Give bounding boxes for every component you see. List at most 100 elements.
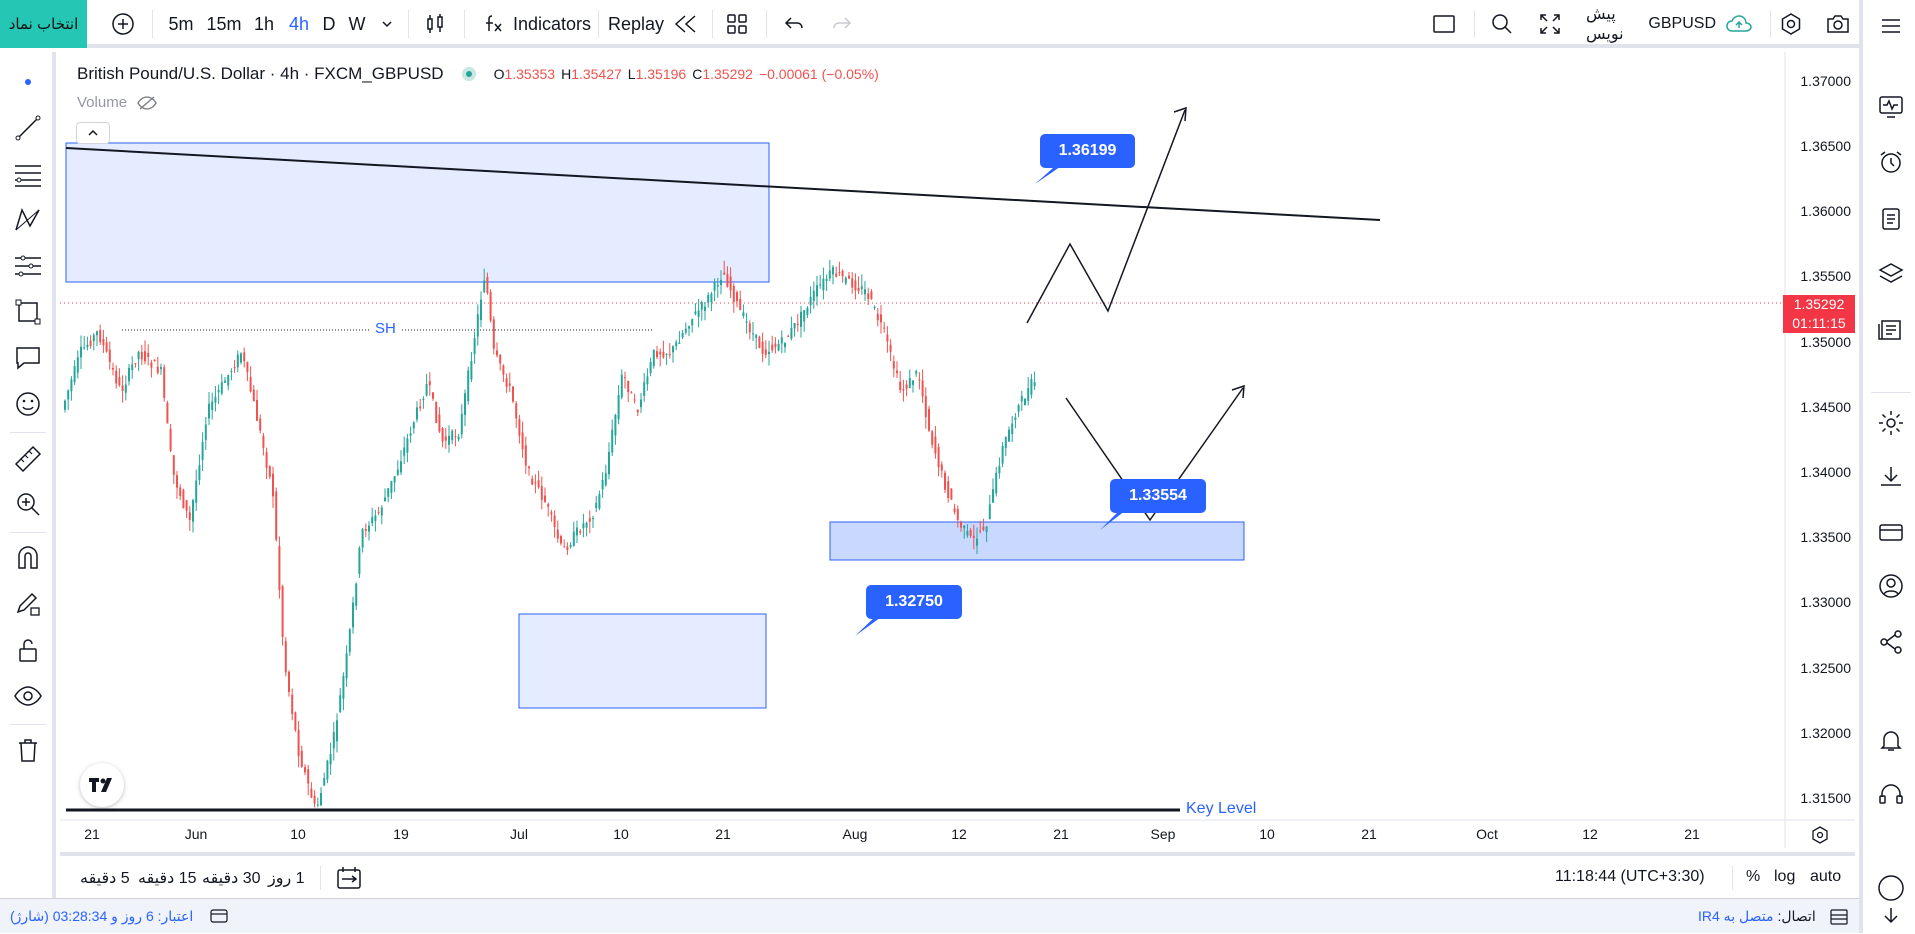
- candle-body: [70, 379, 73, 392]
- chart-type-button[interactable]: [420, 10, 450, 38]
- settings-widget-button[interactable]: [1873, 405, 1909, 441]
- icons-tool[interactable]: [8, 386, 48, 422]
- go-to-date-button[interactable]: [336, 866, 362, 895]
- menu-button[interactable]: [1873, 8, 1909, 44]
- object-tree-button[interactable]: [1873, 256, 1909, 292]
- remove-drawings-tool[interactable]: [8, 732, 48, 768]
- price-tick: 1.36000: [1800, 203, 1851, 219]
- cloud-save-button[interactable]: [1722, 10, 1756, 38]
- share-button[interactable]: [1873, 624, 1909, 660]
- candle-body: [144, 351, 146, 362]
- interval-5m[interactable]: 5m: [168, 13, 194, 34]
- interval-w[interactable]: W: [348, 13, 366, 34]
- magnet-tool[interactable]: [8, 540, 48, 576]
- candle-body: [864, 289, 866, 295]
- candle-body: [89, 340, 92, 346]
- percent-scale-toggle[interactable]: %: [1746, 868, 1761, 885]
- interval-dropdown[interactable]: [378, 10, 396, 38]
- candle-body: [908, 378, 911, 389]
- prediction-tool[interactable]: [8, 248, 48, 284]
- price-callout-top[interactable]: 1.36199: [1040, 134, 1135, 168]
- add-symbol-button[interactable]: [108, 10, 138, 38]
- replay-button[interactable]: Replay: [607, 13, 665, 34]
- snapshot-button[interactable]: [1822, 10, 1854, 38]
- swing-high-label[interactable]: SH: [375, 320, 396, 337]
- expand-button[interactable]: [1536, 10, 1564, 38]
- trendline[interactable]: [65, 147, 1381, 221]
- interval-4h[interactable]: 4h: [288, 13, 310, 34]
- candle-body: [931, 431, 934, 445]
- lock-drawings-tool[interactable]: [8, 632, 48, 668]
- hide-drawings-tool[interactable]: [8, 678, 48, 714]
- layouts-button[interactable]: [722, 10, 752, 38]
- symbol-title[interactable]: British Pound/U.S. Dollar · 4h · FXCM_GB…: [77, 64, 444, 83]
- forecast-icon: [15, 255, 41, 277]
- magnet-icon: [18, 546, 38, 569]
- interval-15m[interactable]: 15m: [206, 13, 242, 34]
- candle-body: [838, 271, 841, 273]
- payment-button[interactable]: [1873, 514, 1909, 550]
- shape-tool[interactable]: [8, 294, 48, 330]
- go-to-realtime-button[interactable]: [1810, 825, 1830, 850]
- watchlist-button[interactable]: [1873, 88, 1909, 124]
- zone-mid[interactable]: [829, 521, 1245, 561]
- interval-1h[interactable]: 1h: [253, 13, 275, 34]
- zone-top[interactable]: [65, 142, 770, 283]
- candle-body: [688, 326, 690, 329]
- log-scale-toggle[interactable]: log: [1774, 868, 1796, 885]
- stay-in-drawing-tool[interactable]: [8, 586, 48, 622]
- zoom-tool[interactable]: [8, 486, 48, 522]
- undo-button[interactable]: [780, 10, 808, 38]
- interval-d[interactable]: D: [322, 13, 336, 34]
- profile-button[interactable]: [1873, 568, 1909, 604]
- clock-timezone[interactable]: 11:18:44 (UTC+3:30): [1555, 868, 1705, 885]
- candle-body: [764, 349, 767, 355]
- alerts-button[interactable]: [1873, 144, 1909, 180]
- text-tool[interactable]: [8, 340, 48, 376]
- notifications-button[interactable]: [1873, 722, 1909, 758]
- eye-off-icon[interactable]: [137, 95, 157, 110]
- redo-button[interactable]: [828, 10, 856, 38]
- zone-low[interactable]: [518, 613, 767, 709]
- settings-button[interactable]: [1776, 10, 1806, 38]
- pattern-tool[interactable]: [8, 202, 48, 238]
- candle-body: [832, 267, 834, 275]
- volume-legend[interactable]: Volume: [77, 94, 157, 111]
- fib-tool[interactable]: [8, 156, 48, 192]
- trend-line-tool[interactable]: [8, 110, 48, 146]
- download-button[interactable]: [1873, 459, 1909, 495]
- range-15m-button[interactable]: 15 دقیقه: [138, 870, 197, 887]
- candle-body: [982, 526, 985, 530]
- projection-path-up[interactable]: [1026, 109, 1186, 324]
- candle-body: [438, 414, 441, 432]
- news-button[interactable]: [1873, 312, 1909, 348]
- candle-body: [304, 767, 306, 773]
- quick-search-button[interactable]: [1488, 10, 1516, 38]
- candle-body: [166, 402, 169, 424]
- range-5m-button[interactable]: 5 دقیقه: [80, 870, 130, 887]
- fullscreen-box-button[interactable]: [1430, 10, 1458, 38]
- layout-name[interactable]: پیش نویس GBPUSD: [1586, 6, 1716, 43]
- price-callout-low[interactable]: 1.32750: [866, 585, 962, 619]
- cursor-dot-tool[interactable]: [8, 64, 48, 100]
- range-1d-button[interactable]: 1 روز: [268, 870, 305, 887]
- indicators-button[interactable]: Indicators: [512, 13, 592, 34]
- scroll-down-button[interactable]: [1873, 898, 1909, 934]
- price-chart[interactable]: [60, 52, 1855, 848]
- candle-body: [528, 466, 530, 469]
- key-level-label[interactable]: Key Level: [1186, 800, 1257, 817]
- collapse-legend-button[interactable]: [76, 122, 110, 144]
- tradingview-logo[interactable]: [80, 763, 124, 807]
- pick-symbol-button[interactable]: انتخاب نماد: [0, 0, 87, 48]
- candle-body: [214, 396, 217, 403]
- support-button[interactable]: [1873, 776, 1909, 812]
- projection-path-down[interactable]: [1065, 387, 1244, 522]
- status-bar: اعتبار: 6 روز و 03:28:34 (شارژ) اتصال: م…: [0, 898, 1859, 933]
- data-window-button[interactable]: [1873, 200, 1909, 236]
- price-callout-mid[interactable]: 1.33554: [1110, 479, 1206, 513]
- range-30m-button[interactable]: 30 دقیقه: [202, 870, 261, 887]
- candle-body: [131, 364, 134, 371]
- measure-tool[interactable]: [8, 440, 48, 476]
- auto-scale-toggle[interactable]: auto: [1810, 868, 1842, 885]
- help-button[interactable]: [1873, 870, 1909, 906]
